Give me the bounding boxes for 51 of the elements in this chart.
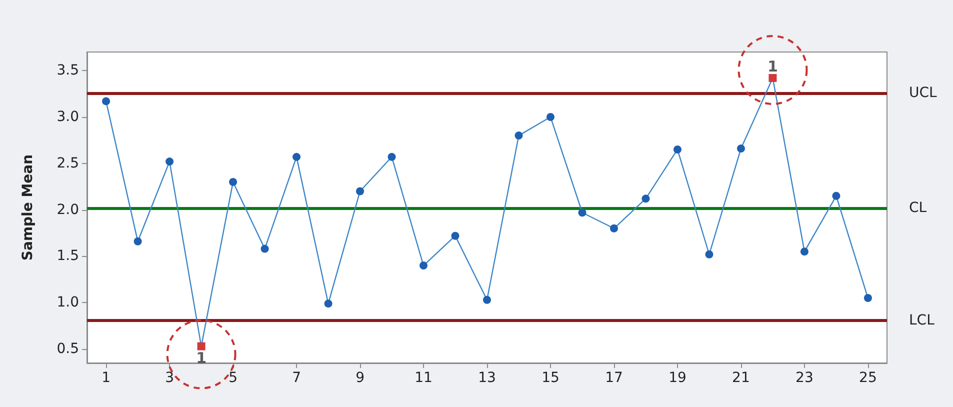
point	[642, 194, 650, 203]
x-tick-label: 11	[414, 370, 432, 386]
point	[514, 132, 523, 140]
y-tick-label: 1.5	[56, 248, 79, 264]
y-tick-label: 2.5	[56, 155, 79, 172]
x-tick-label: 1	[102, 370, 111, 386]
point	[420, 262, 428, 270]
point	[166, 158, 174, 166]
point	[705, 250, 714, 258]
x-tick-label: 3	[165, 370, 174, 386]
point	[102, 97, 110, 106]
x-tick-label: 21	[732, 370, 750, 386]
ref-line-label: LCL	[909, 312, 935, 328]
point	[388, 152, 396, 161]
x-tick-label: 5	[228, 370, 238, 386]
y-tick-label: 0.5	[56, 341, 79, 358]
y-tick-label: 1.0	[56, 294, 79, 311]
point	[673, 145, 682, 154]
y-axis-title: Sample Mean	[20, 154, 36, 261]
x-tick-label: 19	[668, 370, 686, 386]
point	[546, 112, 554, 121]
point	[451, 232, 460, 240]
x-tick-label: 9	[356, 370, 364, 386]
x-tick-label: 13	[478, 370, 496, 386]
point	[197, 342, 206, 350]
point	[134, 237, 142, 246]
point	[356, 187, 364, 196]
point	[800, 248, 808, 256]
x-tick-label: 25	[859, 370, 877, 386]
annotation: 1	[196, 348, 207, 367]
x-tick-label: 15	[542, 370, 560, 386]
ref-line-label: UCL	[909, 84, 938, 101]
ref-line-label: CL	[909, 200, 927, 216]
point	[864, 294, 872, 302]
point	[736, 144, 745, 153]
x-tick-label: 7	[292, 370, 301, 386]
point	[768, 74, 777, 82]
x-tick-label: 23	[796, 370, 814, 386]
y-tick-label: 3.5	[56, 62, 79, 79]
point	[578, 208, 586, 217]
y-tick-label: 3.0	[56, 108, 79, 125]
point	[229, 178, 238, 186]
x-tick-label: 17	[605, 370, 623, 386]
point	[260, 244, 269, 253]
annotation: 1	[767, 57, 778, 76]
point	[832, 192, 840, 200]
y-tick-label: 2.0	[56, 202, 79, 218]
point	[324, 300, 332, 308]
point	[483, 296, 491, 304]
point	[292, 152, 301, 161]
point	[610, 224, 618, 232]
